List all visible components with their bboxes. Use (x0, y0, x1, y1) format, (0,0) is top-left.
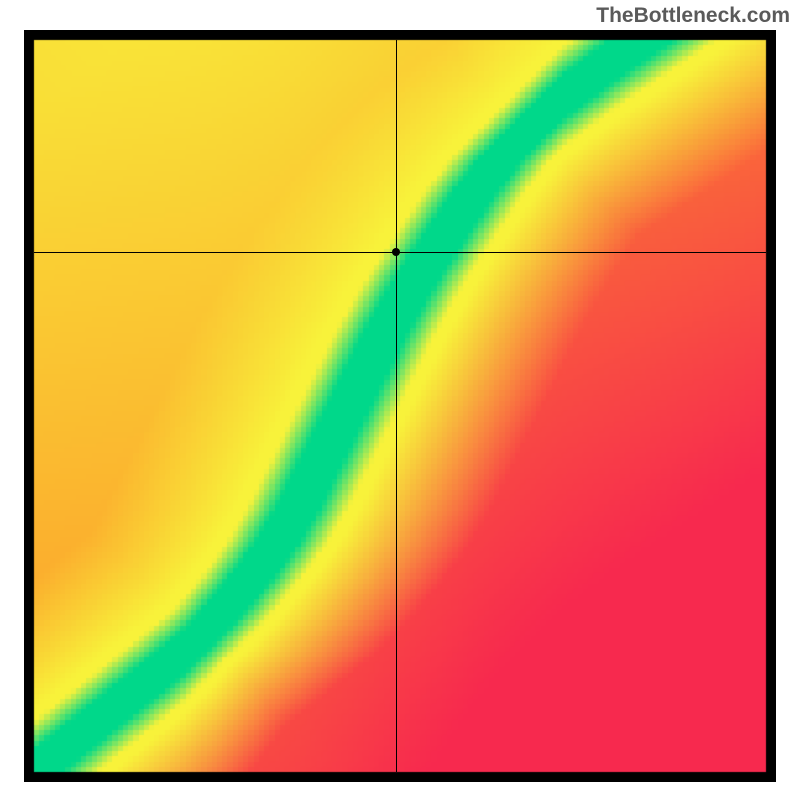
watermark-text: TheBottleneck.com (596, 4, 790, 28)
chart-container: TheBottleneck.com (0, 0, 800, 800)
heatmap-canvas (24, 30, 776, 782)
crosshair-marker (392, 248, 400, 256)
crosshair-vertical (396, 40, 397, 772)
heatmap-plot (24, 30, 776, 782)
